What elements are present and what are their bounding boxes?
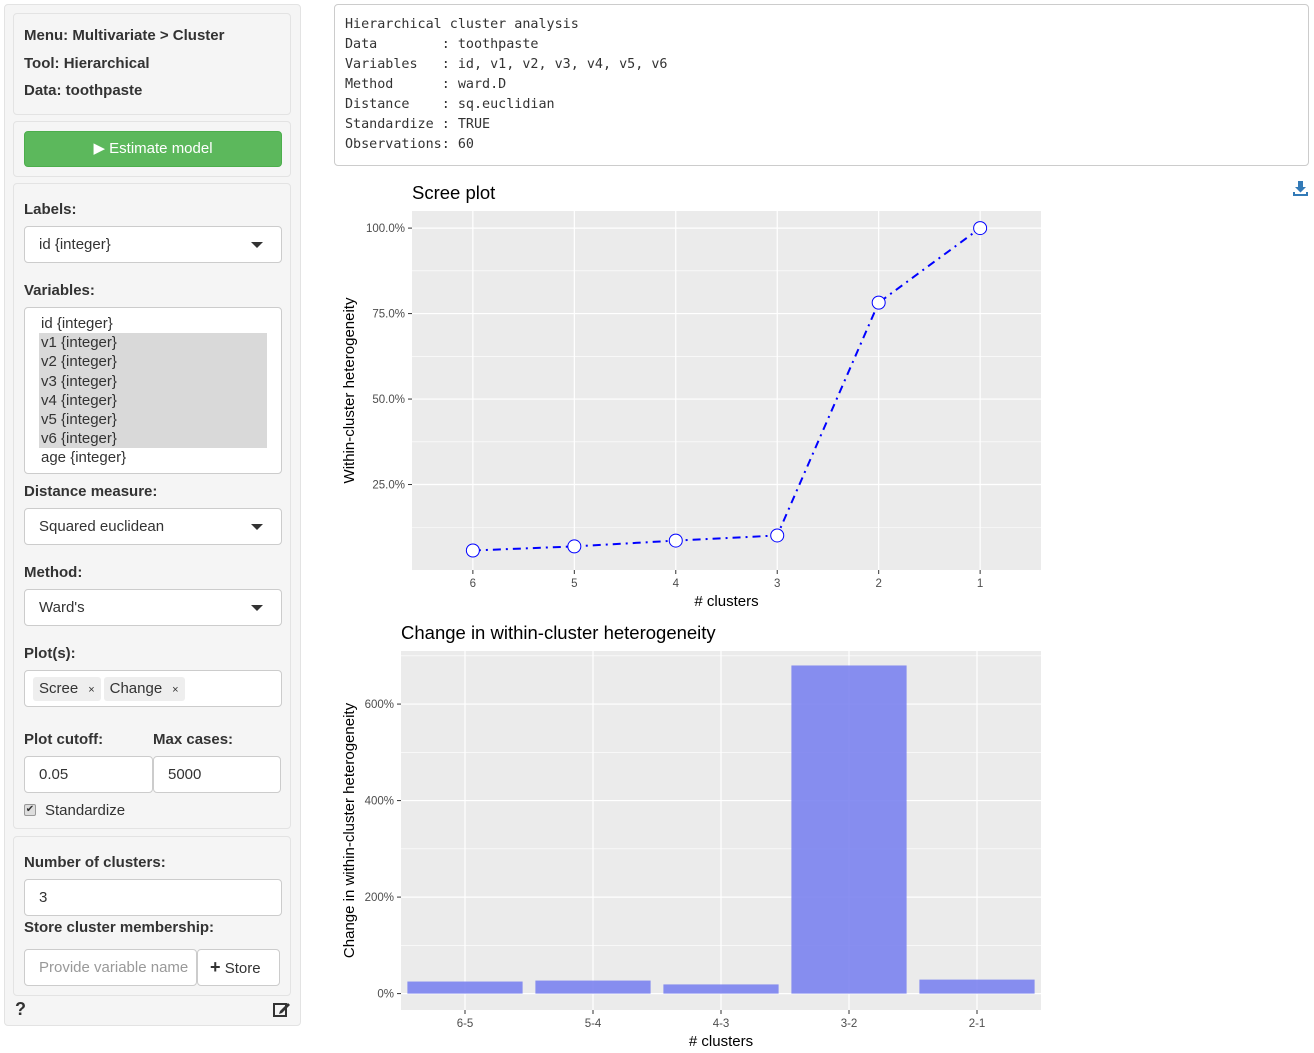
maxcases-input[interactable]: 5000 (153, 756, 281, 793)
tool-name: Tool: Hierarchical (24, 55, 150, 72)
cutoff-label: Plot cutoff: (24, 731, 104, 748)
x-tick-label: 1 (977, 578, 983, 590)
x-tick-label: 2 (875, 578, 881, 590)
x-tick-label: 3 (774, 578, 780, 590)
x-tick-label: 4 (673, 578, 680, 590)
plots-multiselect[interactable]: Scree × Change × (24, 670, 282, 707)
distance-label: Distance measure: (24, 483, 158, 500)
settings-panel (13, 183, 291, 829)
variable-option[interactable]: age {integer} (41, 449, 127, 467)
y-axis-label: Within-cluster heterogeneity (341, 297, 358, 483)
distance-select[interactable]: Squared euclidean (24, 508, 282, 545)
chart-title: Change in within-cluster heterogeneity (401, 622, 716, 643)
nclus-input[interactable]: 3 (24, 879, 282, 916)
chevron-down-icon (251, 242, 263, 248)
chevron-down-icon (251, 605, 263, 611)
standardize-checkbox[interactable]: ✔ (24, 804, 36, 816)
x-tick-label: 5-4 (585, 1018, 602, 1030)
bar (663, 984, 779, 994)
sidebar: Menu: Multivariate > Cluster Tool: Hiera… (4, 4, 301, 1026)
variable-option[interactable]: id {integer} (41, 315, 113, 332)
store-button[interactable]: + Store (197, 949, 280, 986)
bar (919, 979, 1035, 994)
plot-panel (412, 211, 1041, 570)
y-tick-label: 75.0% (372, 309, 405, 321)
bar (791, 665, 907, 994)
cutoff-input[interactable]: 0.05 (24, 756, 153, 793)
chevron-down-icon (251, 524, 263, 530)
x-tick-label: 2-1 (969, 1018, 986, 1030)
x-tick-label: 3-2 (841, 1018, 858, 1030)
standardize-checkbox-row[interactable]: ✔ Standardize (24, 801, 125, 819)
plot-tag-change[interactable]: Change × (103, 677, 185, 701)
remove-icon[interactable]: × (88, 684, 95, 696)
y-tick-label: 25.0% (372, 480, 405, 492)
x-tick-label: 6-5 (457, 1018, 474, 1030)
plus-icon: + (210, 957, 221, 977)
bar (407, 981, 523, 994)
data-point (973, 221, 988, 236)
y-tick-label: 0% (377, 989, 394, 1001)
nclus-label: Number of clusters: (24, 854, 166, 871)
variables-listbox[interactable]: id {integer} v1 {integer} v2 {integer} v3 {… (24, 307, 282, 474)
chart-title: Scree plot (412, 182, 495, 203)
series-line (472, 227, 981, 552)
method-label: Method: (24, 564, 83, 581)
tag-label: Scree (39, 680, 79, 697)
y-tick-label: 50.0% (372, 394, 405, 406)
help-icon[interactable]: ? (15, 999, 26, 1019)
menu-path: Menu: Multivariate > Cluster (24, 27, 225, 44)
download-icon[interactable] (1292, 180, 1309, 201)
store-name-input[interactable]: Provide variable name (24, 949, 197, 986)
bar (535, 980, 651, 994)
tag-label: Change (109, 680, 163, 697)
variable-option[interactable]: v4 {integer} (39, 390, 267, 410)
variables-label: Variables: (24, 282, 95, 299)
estimate-model-button[interactable]: ▶ Estimate model (24, 131, 282, 167)
x-tick-label: 4-3 (713, 1018, 730, 1030)
plot-tag-scree[interactable]: Scree × (33, 677, 101, 701)
method-value: Ward's (39, 599, 85, 616)
x-axis-label: # clusters (689, 1033, 753, 1050)
store-label: Store cluster membership: (24, 919, 215, 936)
play-icon: ▶ (93, 140, 105, 157)
data-point (567, 539, 582, 554)
y-tick-label: 200% (365, 892, 394, 904)
standardize-label: Standardize (45, 801, 126, 819)
store-label-text: Store (224, 960, 261, 977)
info-panel: Menu: Multivariate > Cluster Tool: Hiera… (13, 13, 291, 115)
data-point (871, 295, 886, 310)
y-tick-label: 100.0% (366, 223, 405, 235)
plots-label: Plot(s): (24, 645, 76, 662)
x-tick-label: 5 (571, 578, 577, 590)
data-point (770, 528, 785, 543)
y-tick-label: 400% (365, 796, 394, 808)
maxcases-label: Max cases: (153, 731, 234, 748)
variable-option[interactable]: v5 {integer} (39, 409, 267, 430)
remove-icon[interactable]: × (172, 684, 179, 696)
model-summary: Hierarchical cluster analysis Data : too… (334, 4, 1309, 166)
x-tick-label: 6 (470, 578, 476, 590)
variable-option[interactable]: v1 {integer} (39, 333, 267, 353)
y-axis-label: Change in within-cluster heterogeneity (341, 702, 358, 958)
distance-value: Squared euclidean (39, 518, 165, 535)
variable-option[interactable]: v2 {integer} (39, 352, 267, 372)
edit-report-icon[interactable] (273, 1001, 291, 1021)
labels-value: id {integer} (39, 236, 111, 253)
labels-select[interactable]: id {integer} (24, 226, 282, 263)
data-point (668, 533, 683, 548)
variable-option[interactable]: v3 {integer} (39, 371, 267, 391)
y-tick-label: 600% (365, 699, 394, 711)
labels-label: Labels: (24, 201, 77, 218)
estimate-label: Estimate model (109, 140, 213, 157)
data-name: Data: toothpaste (24, 82, 143, 99)
method-select[interactable]: Ward's (24, 589, 282, 626)
variable-option[interactable]: v6 {integer} (39, 429, 267, 449)
x-axis-label: # clusters (694, 593, 758, 610)
data-point (465, 543, 480, 558)
